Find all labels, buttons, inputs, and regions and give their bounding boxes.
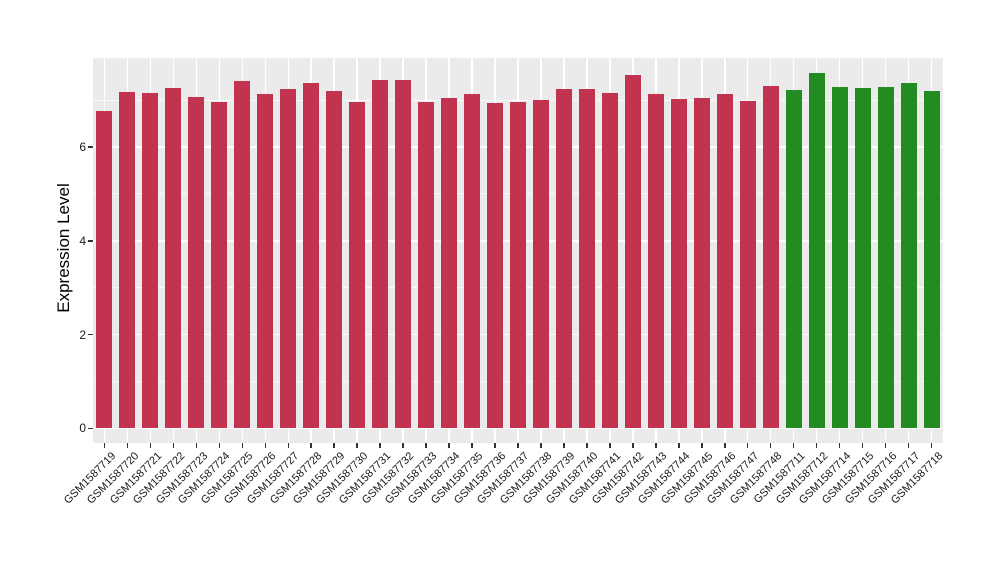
x-tick-mark	[792, 443, 795, 448]
x-tick-mark	[103, 443, 106, 448]
bar-GSM1587728	[303, 83, 320, 429]
bar-GSM1587729	[326, 91, 343, 429]
bar-GSM1587711	[785, 89, 802, 429]
x-tick-mark	[310, 443, 312, 448]
bar-GSM1587748	[762, 85, 779, 429]
x-tick-mark	[861, 443, 864, 448]
bar-GSM1587720	[119, 92, 136, 429]
x-tick-mark	[425, 443, 427, 448]
bar-GSM1587732	[395, 79, 412, 429]
x-tick-mark	[149, 443, 152, 448]
x-tick-mark	[563, 443, 565, 448]
y-tick-label: 0	[79, 421, 86, 436]
y-tick-mark	[88, 146, 93, 148]
bar-GSM1587717	[900, 83, 917, 429]
x-tick-mark	[678, 443, 680, 448]
plot-panel	[93, 58, 943, 443]
x-tick-mark	[287, 443, 290, 448]
x-tick-mark	[609, 443, 611, 448]
bar-GSM1587725	[234, 81, 251, 429]
x-tick-mark	[333, 443, 335, 448]
y-tick-label: 6	[79, 140, 86, 155]
bar-GSM1587715	[854, 87, 871, 429]
bar-GSM1587726	[257, 93, 274, 429]
x-tick-mark	[126, 443, 129, 448]
bar-GSM1587747	[739, 100, 756, 429]
bar-GSM1587739	[555, 88, 572, 429]
bar-GSM1587742	[624, 75, 641, 429]
bar-GSM1587722	[165, 87, 182, 429]
bar-GSM1587718	[923, 90, 940, 429]
bar-GSM1587743	[647, 93, 664, 429]
x-tick-mark	[218, 443, 221, 448]
x-tick-mark	[701, 443, 703, 448]
y-tick-label: 2	[79, 327, 86, 342]
y-tick-mark	[88, 240, 93, 242]
bar-GSM1587716	[877, 86, 894, 429]
x-tick-mark	[264, 443, 267, 448]
x-tick-mark	[241, 443, 244, 448]
gridline-y-minor	[93, 99, 943, 101]
bar-GSM1587721	[142, 92, 159, 429]
x-tick-mark	[769, 443, 772, 448]
x-tick-mark	[930, 443, 933, 448]
bar-GSM1587719	[96, 110, 113, 429]
bar-GSM1587714	[831, 86, 848, 429]
x-tick-mark	[655, 443, 657, 448]
x-tick-mark	[494, 443, 496, 448]
bar-GSM1587724	[211, 101, 228, 429]
x-tick-mark	[540, 443, 542, 448]
bar-GSM1587731	[372, 80, 389, 429]
x-tick-mark	[402, 443, 404, 448]
x-tick-mark	[356, 443, 358, 448]
bar-GSM1587746	[716, 93, 733, 429]
x-tick-mark	[195, 443, 198, 448]
x-tick-mark	[172, 443, 175, 448]
x-tick-mark	[838, 443, 841, 448]
bar-GSM1587733	[418, 101, 435, 429]
x-tick-mark	[517, 443, 519, 448]
bar-GSM1587737	[510, 101, 526, 429]
y-tick-label: 4	[79, 233, 86, 248]
x-tick-mark	[907, 443, 910, 448]
x-tick-mark	[815, 443, 818, 448]
bar-GSM1587712	[808, 73, 825, 429]
bar-GSM1587735	[464, 94, 481, 429]
bar-GSM1587741	[601, 92, 618, 429]
bar-GSM1587738	[532, 99, 549, 429]
y-axis-title: Expression Level	[54, 183, 73, 313]
bar-GSM1587723	[188, 96, 205, 429]
x-tick-mark	[379, 443, 381, 448]
bar-GSM1587727	[280, 89, 297, 429]
bar-GSM1587730	[349, 101, 366, 429]
bar-GSM1587740	[578, 88, 595, 429]
gridline-y-major	[93, 427, 943, 430]
x-tick-mark	[448, 443, 450, 448]
bar-GSM1587744	[670, 99, 687, 429]
bar-GSM1587736	[487, 102, 504, 429]
y-tick-mark	[88, 333, 93, 336]
bar-GSM1587734	[441, 97, 458, 429]
x-tick-mark	[632, 443, 634, 448]
x-tick-mark	[884, 443, 887, 448]
y-tick-mark	[88, 427, 93, 430]
bar-GSM1587745	[693, 97, 710, 429]
x-tick-mark	[471, 443, 473, 448]
x-tick-mark	[586, 443, 588, 448]
x-tick-mark	[746, 443, 749, 448]
x-tick-mark	[724, 443, 726, 448]
